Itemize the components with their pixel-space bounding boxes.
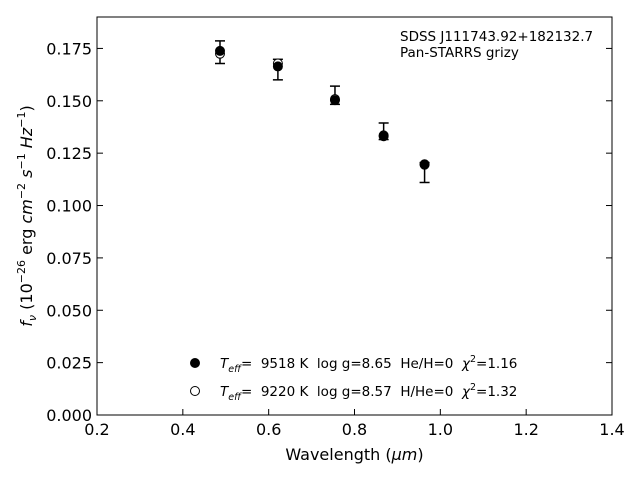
x-tick-label: 0.6 (256, 420, 281, 439)
legend-2-params: = 9220 K log g=8.57 H/He=0 (241, 384, 462, 400)
x-tick-label: 0.4 (170, 420, 195, 439)
legend-entry-1: Teff= 9518 K log g=8.65 He/H=0 χ2=1.16 (220, 354, 517, 375)
legend-1-params: = 9518 K log g=8.65 He/H=0 (241, 356, 462, 372)
y-tick-label: 0.000 (46, 406, 92, 425)
legend-1-chi-exp: 2 (470, 354, 476, 365)
legend-2-T-sub: eff (228, 392, 242, 403)
y-tick-label: 0.025 (46, 354, 92, 373)
legend-2-T: T (220, 384, 230, 400)
x-axis-label-prefix: Wavelength ( (285, 445, 391, 464)
data-points (214, 45, 430, 170)
y-tick-label: 0.125 (46, 144, 92, 163)
legend-1-chi-value: =1.16 (476, 356, 517, 372)
y-label-exp: −26 (15, 260, 28, 283)
legend: Teff= 9518 K log g=8.65 He/H=0 χ2=1.16 T… (190, 354, 517, 403)
y-label-hz: Hz (17, 127, 36, 148)
y-axis: 0.000 0.025 0.050 0.075 0.100 0.125 0.150 0.175 (46, 39, 612, 425)
legend-2-chi-exp: 2 (470, 382, 476, 393)
legend-entry-2: Teff= 9220 K log g=8.57 H/He=0 χ2=1.32 (220, 382, 517, 403)
y-label-cm-exp: −2 (15, 183, 28, 199)
model-point-filled (329, 95, 340, 106)
y-label-close: ) (17, 105, 36, 111)
annotation-survey: Pan-STARRS grizy (400, 45, 519, 61)
y-label-symbol-sub: ν (26, 315, 39, 321)
y-tick-label: 0.175 (46, 39, 92, 58)
y-label-symbol: f (17, 319, 36, 327)
model-point-filled (419, 159, 430, 170)
annotation-object-name: SDSS J111743.92+182132.7 (400, 29, 593, 45)
legend-1-chi: χ (461, 356, 471, 372)
model-point-filled (378, 131, 389, 142)
y-tick-label: 0.050 (46, 301, 92, 320)
y-axis-label: fν (10−26 erg cm−2 s−1 Hz−1) (15, 105, 39, 326)
x-axis: 0.2 0.4 0.6 0.8 1.0 1.2 1.4 (84, 409, 625, 439)
x-tick-label: 1.0 (428, 420, 453, 439)
y-label-hz-exp: −1 (15, 112, 28, 128)
legend-marker-filled (190, 358, 200, 368)
error-bars (214, 40, 430, 184)
legend-1-T-sub: eff (228, 364, 242, 375)
x-tick-label: 1.4 (599, 420, 624, 439)
legend-marker-open (190, 386, 200, 396)
y-tick-label: 0.075 (46, 249, 92, 268)
y-label-mid: erg (17, 224, 36, 260)
y-label-cm: cm (17, 199, 36, 223)
y-tick-label: 0.100 (46, 197, 92, 216)
y-label-open: (10 (17, 283, 36, 315)
x-axis-label: Wavelength (μm) (285, 445, 423, 464)
x-tick-label: 0.8 (342, 420, 367, 439)
y-tick-label: 0.150 (46, 92, 92, 111)
legend-1-T: T (220, 356, 230, 372)
model-point-filled (214, 45, 225, 56)
y-label-s-exp: −1 (15, 153, 28, 169)
legend-2-chi-value: =1.32 (476, 384, 517, 400)
model-point-filled (272, 61, 283, 72)
y-label-s: s (17, 170, 36, 178)
x-tick-label: 0.2 (84, 420, 109, 439)
x-tick-label: 1.2 (513, 420, 538, 439)
x-axis-label-suffix: ) (417, 445, 423, 464)
legend-2-chi: χ (461, 384, 471, 400)
x-axis-label-unit: μm (391, 445, 418, 464)
